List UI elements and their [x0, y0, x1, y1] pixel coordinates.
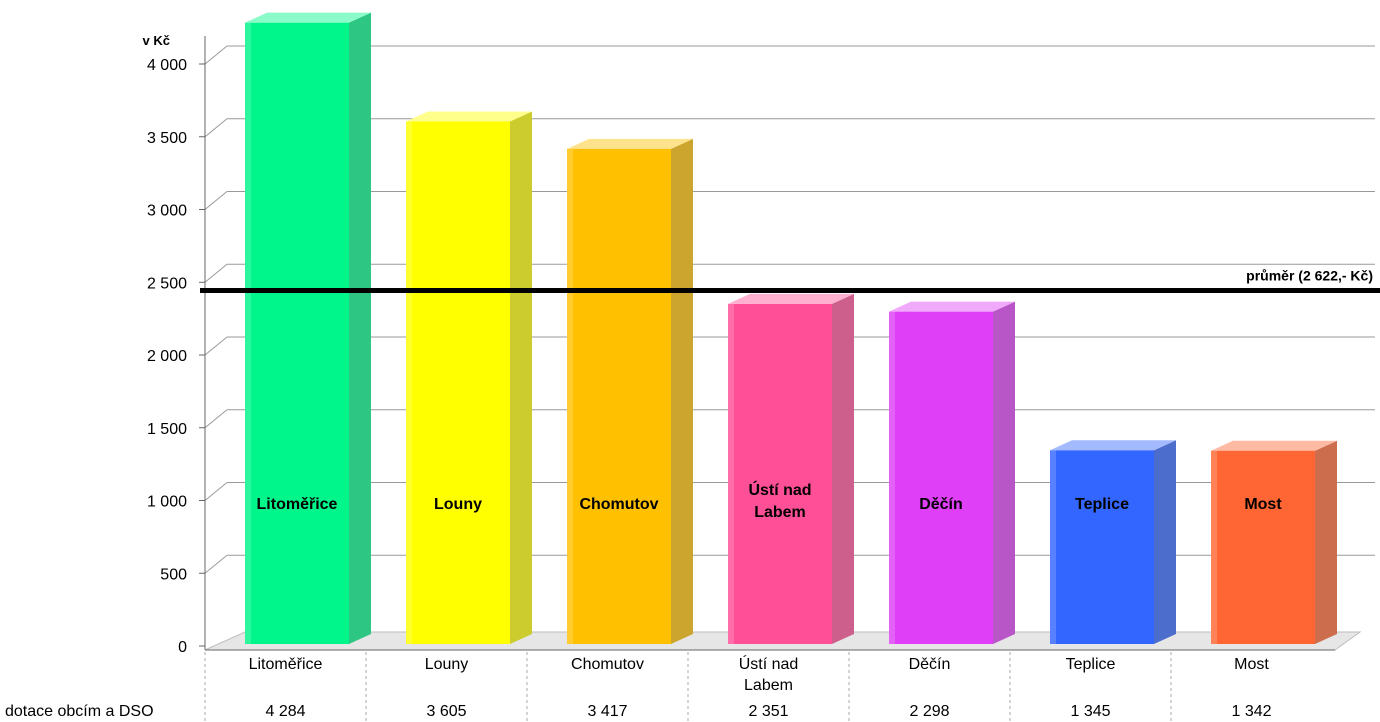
table-value: 3 605: [426, 703, 466, 720]
bar-inner-label: Louny: [434, 496, 482, 513]
bar-highlight: [1211, 450, 1217, 644]
x-tick-label: Most: [1234, 656, 1269, 673]
bar-inner-label: Ústí nad Labem: [748, 480, 811, 521]
bar: [889, 311, 993, 644]
y-tick-label: 4 000: [147, 57, 187, 74]
x-tick-label: Teplice: [1066, 656, 1116, 673]
bar-top: [728, 293, 854, 304]
average-line-group: průměr (2 622,- Kč): [200, 267, 1380, 293]
table-value: 2 298: [909, 703, 949, 720]
table-value: 3 417: [587, 703, 627, 720]
y-tick-label: 3 500: [147, 130, 187, 147]
bar-highlight: [728, 303, 734, 644]
bar-side: [1315, 440, 1337, 644]
gridline-depth: [204, 336, 228, 356]
bar-top: [1050, 440, 1176, 451]
gridline-depth: [204, 554, 228, 574]
gridline-depth: [204, 45, 228, 65]
bar-top: [889, 301, 1015, 312]
average-label: průměr (2 622,- Kč): [1246, 267, 1373, 283]
bar-top: [567, 138, 693, 149]
bar: [567, 148, 671, 644]
bar-side: [349, 12, 371, 645]
x-tick-label: Louny: [425, 656, 469, 673]
gridline-depth: [204, 482, 228, 501]
x-tick-label: Ústí nad Labem: [739, 654, 799, 694]
bar: [1050, 450, 1154, 644]
gridline-depth: [204, 409, 228, 429]
bar-side: [1154, 440, 1176, 644]
data-table-row-label: dotace obcím a DSO: [5, 703, 154, 720]
x-tick-label: Litoměřice: [249, 656, 323, 673]
bars: Litoměřice Louny Chomutov Ústí nad Labem Děčí…: [245, 12, 1337, 645]
y-tick-label: 2 000: [147, 348, 187, 365]
bar-highlight: [567, 148, 573, 644]
x-tick-label: Chomutov: [571, 656, 644, 673]
y-tick-label: 0: [178, 639, 187, 656]
bar-inner-label: Teplice: [1075, 496, 1129, 513]
y-axis-unit-label: v Kč: [143, 33, 170, 48]
table-value: 4 284: [265, 703, 305, 720]
gridline-depth: [204, 191, 228, 210]
bar-side: [510, 111, 532, 644]
x-axis-labels: Litoměřice Louny Chomutov Ústí nad Labem Děčí…: [204, 652, 1269, 722]
bar-highlight: [1050, 450, 1056, 644]
bar-highlight: [245, 22, 251, 645]
bar-side: [832, 293, 854, 644]
bar-side: [993, 301, 1015, 644]
table-value: 1 342: [1231, 703, 1271, 720]
table-value: 1 345: [1070, 703, 1110, 720]
bar-side: [671, 138, 693, 644]
y-tick-label: 3 000: [147, 203, 187, 220]
bar-highlight: [406, 121, 412, 644]
data-table-row: dotace obcím a DSO 4 284 3 605 3 417 2 351 2…: [5, 703, 1272, 720]
table-value: 2 351: [748, 703, 788, 720]
bar-highlight: [889, 311, 895, 644]
bar-inner-label: Děčín: [919, 496, 963, 513]
bar-inner-label: Chomutov: [579, 496, 658, 513]
y-axis: 0 500 1 000 1 500 2 000 2 500 3 000 3 500 4 000: [147, 36, 206, 656]
y-tick-label: 500: [160, 566, 187, 583]
y-tick-label: 1 000: [147, 494, 187, 511]
gridline-depth: [204, 118, 228, 138]
bar: [245, 22, 349, 645]
bar: [1211, 450, 1315, 644]
y-tick-label: 2 500: [147, 275, 187, 292]
x-tick-label: Děčín: [909, 656, 951, 673]
bar-inner-label: Litoměřice: [257, 496, 338, 513]
bar-top: [1211, 440, 1337, 451]
bar-top: [406, 111, 532, 122]
bar-top: [245, 12, 371, 23]
bar: [728, 303, 832, 644]
bar: [406, 121, 510, 644]
gridline-depth: [204, 263, 228, 283]
y-tick-label: 1 500: [147, 421, 187, 438]
bar-inner-label: Most: [1244, 496, 1282, 513]
